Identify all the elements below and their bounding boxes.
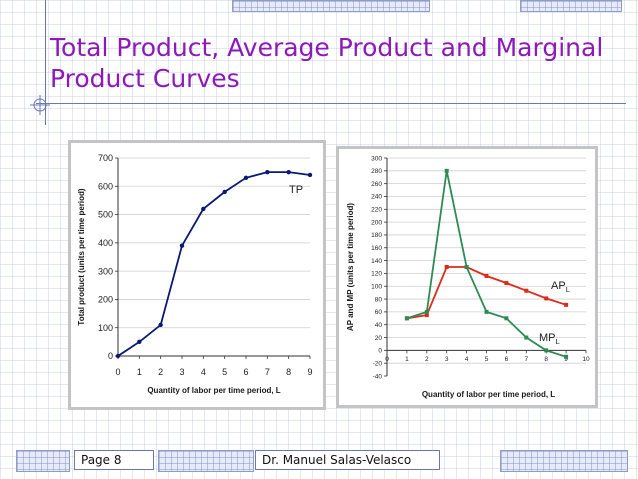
x-axis-label: Quantity of labor per time period, L (147, 386, 280, 395)
series-label-subscript: L (566, 285, 571, 294)
x-tick-label: 7 (524, 356, 528, 363)
x-tick-label: 2 (158, 367, 163, 377)
y-tick-label: 100 (98, 323, 113, 333)
header-decoration-right (520, 0, 622, 12)
x-tick-label: 0 (115, 367, 120, 377)
x-tick-label: 3 (179, 367, 184, 377)
y-tick-label: 100 (371, 284, 382, 291)
slide-vertical-rule (45, 0, 46, 125)
series-label-tp: TP (289, 184, 303, 196)
y-tick-label: 220 (371, 207, 382, 214)
y-tick-label: 120 (371, 271, 382, 278)
data-point-ap (524, 288, 529, 293)
ap-mp-chart: -40-200204060801001201401601802002202402… (346, 155, 590, 399)
x-tick-label: 2 (425, 356, 429, 363)
x-tick-label: 6 (243, 367, 248, 377)
x-tick-label: 10 (582, 356, 590, 363)
footer-decoration-right (500, 450, 628, 472)
data-point-ap (484, 273, 489, 278)
x-tick-label: 9 (307, 367, 312, 377)
x-tick-label: 9 (564, 356, 568, 363)
data-point-tp (265, 169, 270, 175)
y-axis-label: AP and MP (units per time period) (346, 203, 355, 332)
x-tick-label: 4 (465, 356, 469, 363)
y-tick-label: 40 (375, 322, 383, 329)
data-point-tp (201, 206, 206, 212)
data-point-tp (158, 322, 163, 328)
y-tick-label: 500 (98, 210, 113, 220)
title-underline (36, 103, 626, 104)
data-point-mp (464, 265, 469, 269)
data-point-mp (484, 309, 489, 314)
x-tick-label: 1 (405, 356, 409, 363)
x-tick-label: 0 (385, 356, 389, 363)
data-point-tp (243, 175, 249, 180)
data-point-mp (424, 309, 429, 314)
footer-decoration-left (16, 450, 70, 472)
data-point-ap (424, 313, 429, 318)
data-point-mp (504, 316, 509, 321)
y-tick-label: 300 (371, 155, 382, 162)
x-axis-label: Quantity of labor per time period, L (422, 390, 555, 399)
x-tick-label: 8 (544, 356, 548, 363)
y-tick-label: 700 (98, 153, 113, 163)
y-tick-label: 180 (371, 232, 382, 239)
page-number: Page 8 (74, 450, 154, 470)
data-point-tp (179, 243, 185, 248)
x-tick-label: 5 (222, 367, 227, 377)
data-point-ap (564, 302, 569, 307)
y-tick-label: 0 (378, 348, 382, 355)
series-label-ap: APL (551, 280, 571, 294)
tp-chart-panel: 0 100 200 300 400 500 600 700 0 1 2 3 4 5 6 7 8 9 Quantity… (68, 140, 326, 410)
y-tick-label: 600 (98, 181, 113, 191)
data-point-tp (222, 189, 227, 195)
data-point-ap (444, 265, 449, 269)
y-tick-label: 80 (375, 296, 383, 303)
crosshair-ornament (30, 95, 50, 115)
data-point-tp (307, 172, 313, 178)
ap-mp-chart-panel: -40 -20 0 20 40 60 80 100 120 140 160 180 200 220 240 2… (336, 146, 598, 408)
data-point-mp (564, 354, 569, 359)
y-tick-label: 60 (375, 309, 383, 316)
data-point-mp (444, 168, 449, 173)
series-line-mp (406, 170, 567, 358)
y-tick-label: 0 (108, 351, 113, 361)
data-point-tp (286, 169, 291, 175)
slide-title: Total Product, Average Product and Margi… (50, 33, 604, 93)
data-point-ap (504, 281, 509, 286)
data-point-mp (524, 335, 529, 340)
y-axis-label: Total product (units per time period) (77, 188, 86, 326)
author-name: Dr. Manuel Salas-Velasco (255, 450, 440, 470)
data-point-tp (115, 353, 121, 359)
x-tick-label: 4 (201, 367, 206, 377)
y-tick-label: 280 (371, 168, 382, 175)
footer-decoration-mid (158, 450, 254, 472)
series-label-subscript: L (556, 337, 561, 346)
y-tick-label: 200 (371, 219, 382, 226)
data-point-ap (544, 296, 549, 301)
y-tick-label: 260 (371, 181, 382, 188)
y-tick-label: -20 (373, 360, 383, 367)
series-label-mp: MPL (539, 332, 561, 346)
y-tick-label: 140 (371, 258, 382, 265)
y-tick-label: 300 (98, 266, 113, 276)
x-tick-label: 3 (445, 356, 449, 363)
data-point-tp (137, 339, 142, 345)
y-tick-label: 20 (375, 335, 383, 342)
series-line-tp (117, 171, 311, 357)
x-tick-label: 5 (485, 356, 489, 363)
x-tick-label: 7 (265, 367, 270, 377)
tp-chart: 0 100 200 300 400 500 600 700 0 1 2 3 4 5 6 7 8 9 Quantity… (77, 153, 313, 395)
x-tick-label: 1 (137, 367, 142, 377)
header-decoration-left (232, 0, 430, 12)
data-point-mp (404, 316, 409, 321)
x-tick-label: 8 (286, 367, 291, 377)
y-tick-label: 240 (371, 194, 382, 201)
y-tick-label: 400 (98, 238, 113, 248)
y-tick-label: 160 (371, 245, 382, 252)
x-tick-label: 6 (505, 356, 509, 363)
y-tick-label: 200 (98, 295, 113, 305)
data-point-mp (544, 348, 549, 353)
y-tick-label: -40 (373, 373, 383, 380)
